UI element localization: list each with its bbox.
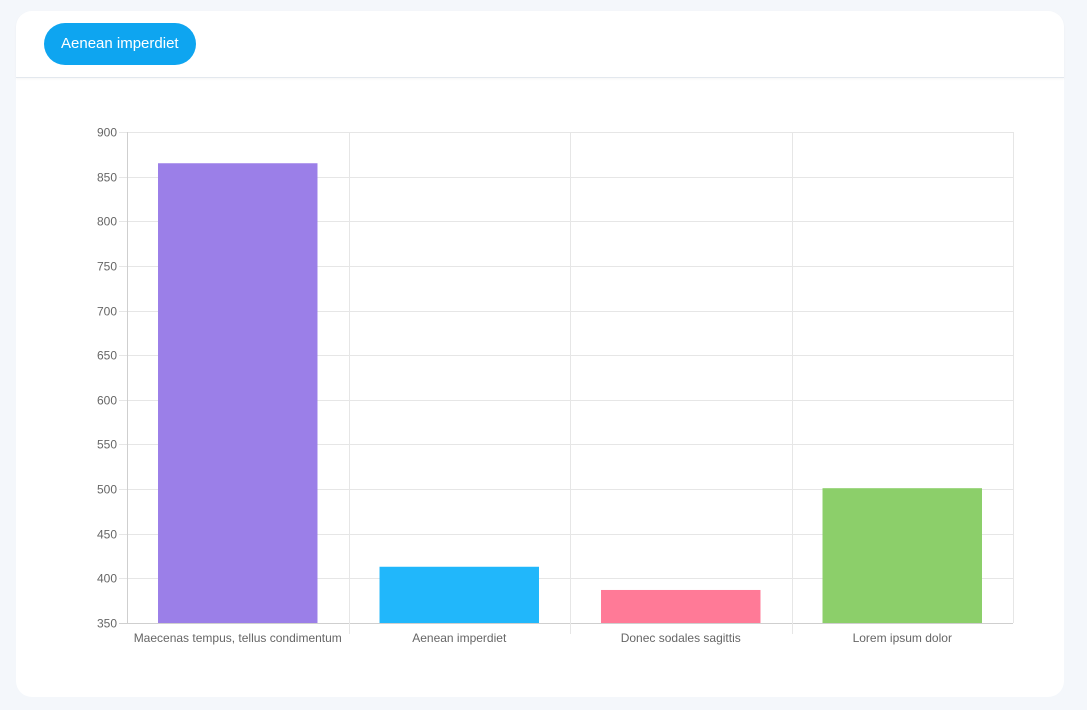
x-tick-label: Donec sodales sagittis <box>621 631 741 645</box>
x-tick-label: Lorem ipsum dolor <box>853 631 952 645</box>
y-tick-label: 400 <box>97 572 117 586</box>
y-tick-label: 350 <box>97 617 117 631</box>
y-tick-label: 750 <box>97 260 117 274</box>
chart-bars <box>158 163 982 623</box>
y-tick-label: 450 <box>97 528 117 542</box>
y-tick-label: 600 <box>97 394 117 408</box>
bar <box>601 589 761 623</box>
bar <box>158 163 318 623</box>
bar <box>379 566 539 623</box>
y-tick-label: 700 <box>97 305 117 319</box>
bar <box>822 488 982 623</box>
x-axis-ticks: Maecenas tempus, tellus condimentum Aenea… <box>134 631 952 645</box>
x-tick-label: Maecenas tempus, tellus condimentum <box>134 631 342 645</box>
y-axis-ticks: 900 850 800 750 700 650 600 550 500 450 400 350 <box>97 126 117 631</box>
y-tick-label: 900 <box>97 126 117 140</box>
y-tick-label: 850 <box>97 171 117 185</box>
y-tick-label: 650 <box>97 349 117 363</box>
tab-aenean-imperdiet[interactable]: Aenean imperdiet <box>44 23 196 65</box>
card-header: Aenean imperdiet <box>16 11 1064 78</box>
y-tick-label: 500 <box>97 483 117 497</box>
y-tick-label: 550 <box>97 438 117 452</box>
x-tick-label: Aenean imperdiet <box>412 631 507 645</box>
y-tick-label: 800 <box>97 215 117 229</box>
